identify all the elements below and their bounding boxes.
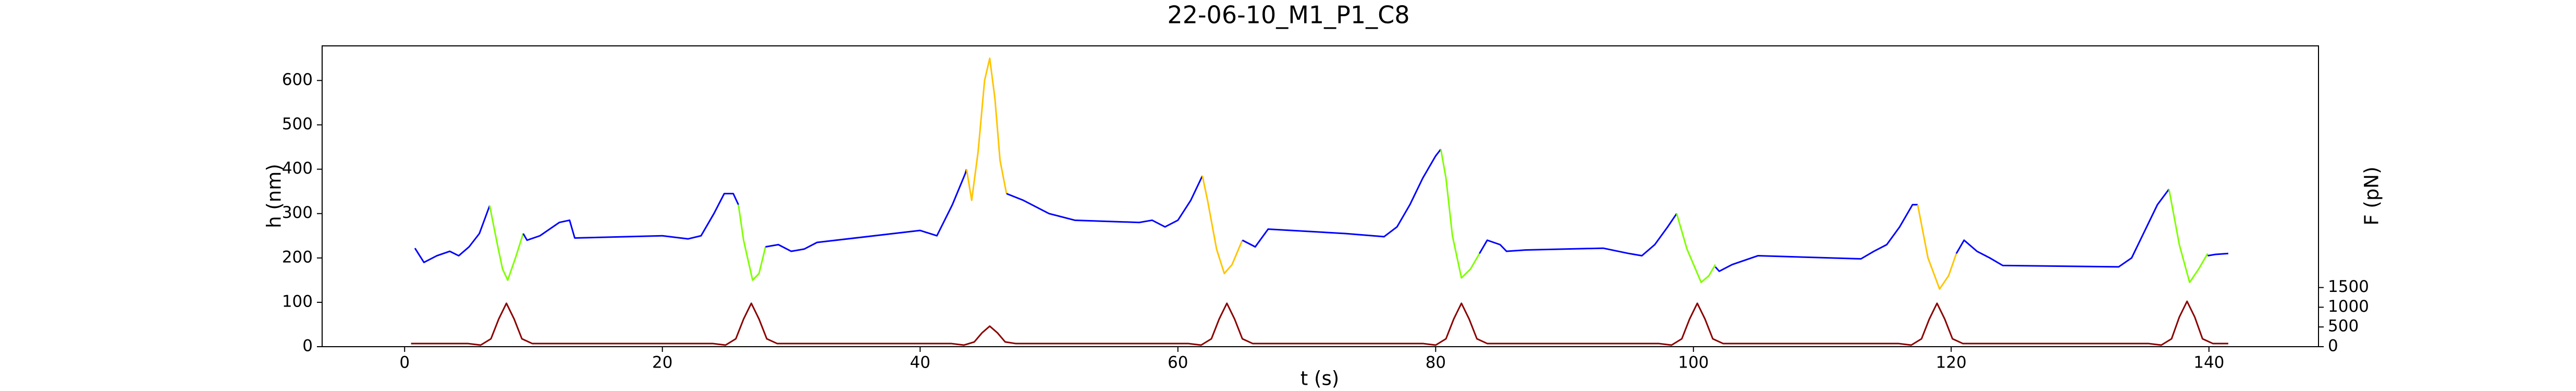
y-tick-label: 100 bbox=[282, 292, 313, 311]
y-tick-label: 200 bbox=[282, 248, 313, 266]
series-line bbox=[522, 192, 740, 241]
y-tick-label: 400 bbox=[282, 159, 313, 178]
series-line bbox=[1201, 176, 1243, 275]
y2-tick-label: 0 bbox=[2328, 337, 2338, 356]
y-tick-label: 300 bbox=[282, 203, 313, 222]
series-line bbox=[738, 204, 767, 281]
series-line bbox=[414, 205, 490, 263]
series-line bbox=[2168, 189, 2209, 284]
y2-axis-label: F (pN) bbox=[2361, 166, 2383, 225]
series-line bbox=[1714, 204, 1918, 272]
series-line bbox=[1006, 175, 1204, 228]
x-tick-label: 140 bbox=[2193, 353, 2224, 372]
series-line bbox=[488, 205, 524, 281]
y-tick-label: 600 bbox=[282, 70, 313, 89]
x-tick-label: 60 bbox=[1168, 353, 1188, 372]
series-line bbox=[1955, 188, 2170, 268]
x-tick-label: 20 bbox=[652, 353, 672, 372]
chart-title: 22-06-10_M1_P1_C8 bbox=[1167, 1, 1409, 29]
x-tick-label: 120 bbox=[1936, 353, 1967, 372]
series-line bbox=[1479, 213, 1677, 257]
series-line bbox=[1242, 149, 1442, 248]
plot-frame bbox=[322, 45, 2319, 347]
series-line bbox=[765, 169, 967, 252]
y2-tick-label: 1500 bbox=[2328, 277, 2369, 296]
y-axis-label: h (nm) bbox=[263, 164, 286, 228]
x-tick-label: 40 bbox=[910, 353, 930, 372]
x-tick-label: 100 bbox=[1678, 353, 1709, 372]
x-tick-label: 0 bbox=[399, 353, 410, 372]
series-line bbox=[965, 57, 1008, 201]
y-tick-label: 500 bbox=[282, 115, 313, 133]
series-line bbox=[2207, 252, 2229, 257]
series-line bbox=[411, 300, 2228, 346]
series-line bbox=[1917, 204, 1957, 290]
x-axis-label: t (s) bbox=[1301, 368, 1339, 390]
y2-tick-label: 500 bbox=[2328, 317, 2359, 336]
y2-tick-label: 1000 bbox=[2328, 297, 2369, 316]
y-tick-label: 0 bbox=[302, 337, 313, 356]
series-line bbox=[1440, 149, 1480, 279]
x-tick-label: 80 bbox=[1426, 353, 1446, 372]
series-line bbox=[1676, 213, 1716, 284]
